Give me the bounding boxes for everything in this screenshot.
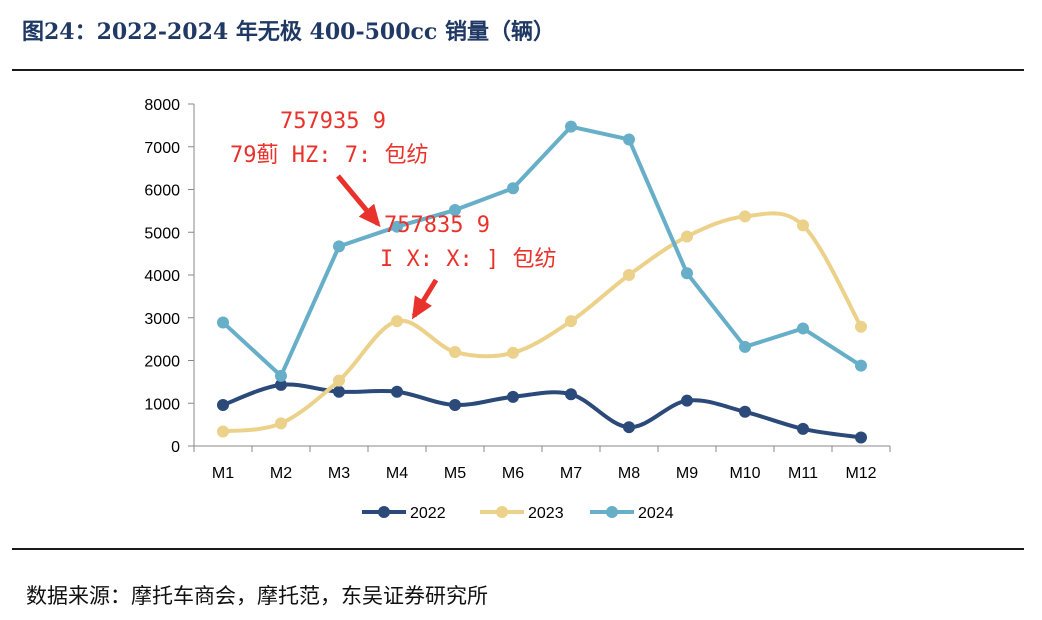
series-line-2024 <box>221 124 863 378</box>
x-tick-label: M8 <box>618 465 640 482</box>
y-tick-label: 2000 <box>144 354 180 371</box>
data-point-2023-M3 <box>333 374 345 387</box>
data-point-2023-M8 <box>623 269 635 281</box>
y-tick-label: 4000 <box>144 268 180 285</box>
y-tick-label: 1000 <box>144 396 180 413</box>
data-point-2024-M1 <box>217 316 229 329</box>
data-point-2023-M4 <box>391 315 403 328</box>
annotation-1-line1: 757935 9 <box>280 109 386 134</box>
data-point-2022-M4 <box>391 385 403 398</box>
source-note: 数据来源：摩托车商会，摩托范，东吴证券研究所 <box>26 584 488 608</box>
y-tick-label: 5000 <box>144 225 180 242</box>
x-tick-label: M5 <box>444 465 466 482</box>
y-tick-label: 6000 <box>144 183 180 200</box>
data-point-2024-M4 <box>391 220 403 233</box>
chart-legend: 2022 2023 2024 <box>362 505 674 522</box>
data-point-2022-M12 <box>855 431 867 444</box>
data-point-2023-M1 <box>217 425 229 438</box>
data-point-2024-M10 <box>739 340 751 353</box>
data-point-2022-M6 <box>507 390 519 403</box>
data-point-2024-M2 <box>275 369 287 382</box>
chart-axes: 0 1000 2000 3000 4000 5000 6000 7000 8000 M1 M2 M3 M… <box>144 97 891 482</box>
data-point-2022-M10 <box>739 405 751 418</box>
chart-series <box>217 120 867 444</box>
data-point-2022-M7 <box>565 388 577 401</box>
annotation-1-line2: 79蓟 HZ: 7: 包纺 <box>230 143 428 168</box>
chart-annotations: 757935 9 79蓟 HZ: 7: 包纺 757835 9 I X: X: ] 包… <box>230 109 556 320</box>
data-point-2023-M5 <box>449 345 461 358</box>
data-point-2024-M11 <box>797 322 809 335</box>
chart-title: 图24：2022-2024 年无极 400-500cc 销量（辆） <box>22 19 555 45</box>
data-point-2024-M8 <box>623 133 635 146</box>
legend-marker-2022 <box>378 506 390 518</box>
legend-label-2023: 2023 <box>528 505 564 522</box>
y-tick-label: 7000 <box>144 140 180 157</box>
data-point-2022-M5 <box>449 398 461 411</box>
data-point-2024-M12 <box>855 359 867 372</box>
data-point-2022-M3 <box>333 385 345 398</box>
data-point-2023-M9 <box>681 230 693 243</box>
x-tick-label: M10 <box>729 465 760 482</box>
x-tick-label: M7 <box>560 465 582 482</box>
x-tick-label: M9 <box>676 465 698 482</box>
series-line-2022 <box>221 382 863 440</box>
x-tick-label: M12 <box>845 465 876 482</box>
legend-marker-2024 <box>606 506 618 518</box>
data-point-2023-M7 <box>565 315 577 328</box>
data-point-2024-M9 <box>681 267 693 280</box>
data-point-2022-M9 <box>681 394 693 407</box>
line-chart: 0 1000 2000 3000 4000 5000 6000 7000 8000 M1 M2 M3 M… <box>144 97 891 522</box>
annotation-arrow-1-head <box>358 203 381 228</box>
data-point-2024-M5 <box>449 204 461 217</box>
legend-marker-2023 <box>496 506 508 518</box>
x-tick-label: M4 <box>386 465 408 482</box>
data-point-2022-M1 <box>217 398 229 411</box>
x-tick-label: M3 <box>328 465 350 482</box>
data-point-2023-M2 <box>275 417 287 430</box>
x-tick-label: M11 <box>788 465 818 482</box>
x-tick-label: M2 <box>270 465 292 482</box>
data-point-2023-M12 <box>855 320 867 333</box>
annotation-2-line1: 757835 9 <box>384 213 490 238</box>
x-tick-label: M6 <box>502 465 524 482</box>
data-point-2024-M7 <box>565 120 577 133</box>
data-point-2023-M6 <box>507 346 519 359</box>
data-point-2024-M3 <box>333 240 345 253</box>
data-point-2022-M11 <box>797 422 809 435</box>
x-tick-label: M1 <box>212 465 234 482</box>
legend-label-2024: 2024 <box>638 505 674 522</box>
data-point-2024-M6 <box>507 182 519 195</box>
y-tick-label: 8000 <box>144 97 180 114</box>
data-point-2023-M11 <box>797 219 809 232</box>
data-point-2023-M10 <box>739 210 751 223</box>
y-tick-label: 0 <box>171 439 180 456</box>
annotation-arrow-2-head <box>411 295 432 320</box>
y-tick-label: 3000 <box>144 311 180 328</box>
data-point-2022-M8 <box>623 421 635 434</box>
legend-label-2022: 2022 <box>410 505 446 522</box>
bottom-rule <box>12 548 1024 550</box>
top-rule <box>12 69 1024 71</box>
data-point-2022-M2 <box>275 378 287 391</box>
annotation-2-line2: I X: X: ] 包纺 <box>380 247 556 272</box>
